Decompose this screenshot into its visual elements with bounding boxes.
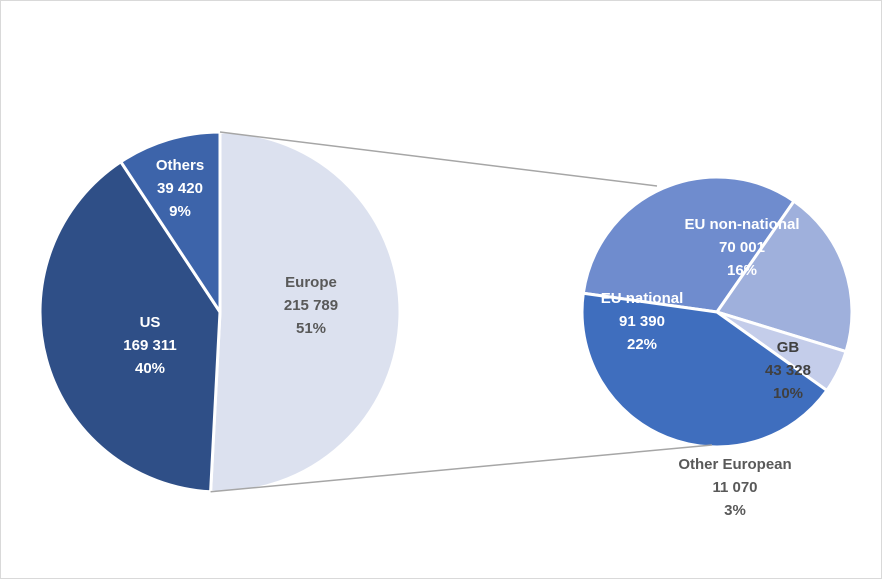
slice-label-value-europe: 215 789 <box>284 297 338 314</box>
slice-label-name-others: Others <box>156 157 204 174</box>
pie-slice-europe <box>209 130 402 494</box>
slice-label-name-europe: Europe <box>285 274 337 291</box>
slice-label-value-eu-non-national: 70 001 <box>719 239 765 256</box>
pie-slice-gb <box>715 199 854 354</box>
connector-line-bottom <box>210 444 713 493</box>
slice-label-value-eu-national: 91 390 <box>619 313 665 330</box>
slice-label-value-us: 169 311 <box>123 337 176 354</box>
slice-label-name-other-european: Other European <box>678 456 791 473</box>
slice-label-value-others: 39 420 <box>157 180 203 197</box>
slice-label-name-gb: GB <box>777 339 800 356</box>
pie-slice-eu-national <box>580 291 829 449</box>
pie-slice-eu-non-national <box>581 175 796 314</box>
slice-label-percent-gb: 10% <box>773 385 803 402</box>
slice-label-percent-others: 9% <box>169 203 191 220</box>
slice-label-name-eu-non-national: EU non-national <box>685 216 800 233</box>
slice-label-percent-us: 40% <box>135 360 165 377</box>
connector-line-top <box>219 131 658 187</box>
slice-label-name-eu-national: EU national <box>601 290 684 307</box>
slice-label-value-other-european: 11 070 <box>712 479 757 496</box>
pie-slice-others <box>119 130 222 314</box>
slice-label-percent-eu-national: 22% <box>627 336 657 353</box>
slice-label-value-gb: 43 328 <box>765 362 811 379</box>
slice-label-percent-eu-non-national: 16% <box>727 262 757 279</box>
slice-label-percent-other-european: 3% <box>724 502 746 519</box>
slice-label-name-us: US <box>140 314 161 331</box>
slice-label-percent-europe: 51% <box>296 320 326 337</box>
